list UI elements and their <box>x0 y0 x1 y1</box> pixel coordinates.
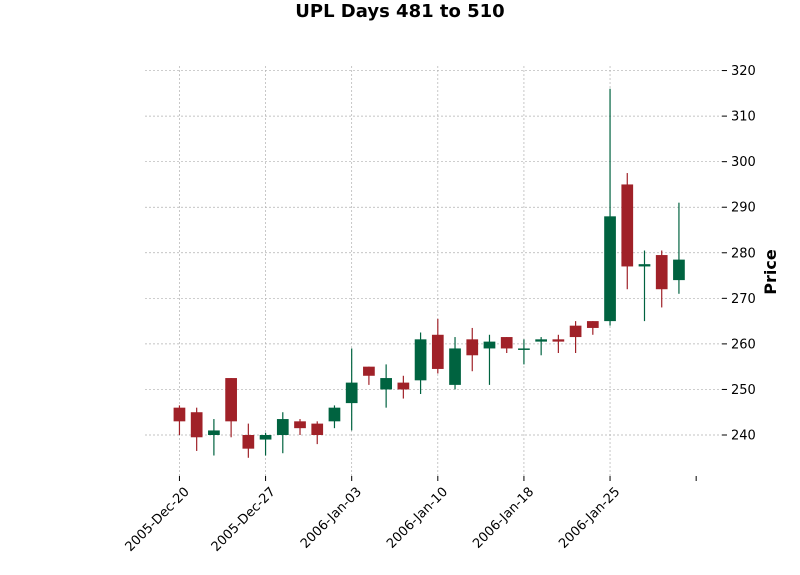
y-tick-label: 290 <box>731 201 756 216</box>
candle-body <box>259 435 272 440</box>
candle-down <box>242 423 255 458</box>
x-tick-label: 2005-Dec-20 <box>123 485 193 555</box>
x-axis: 2005-Dec-20 2005-Dec-27 2006-Jan-03 2006-Ja… <box>123 476 697 555</box>
candle-body <box>242 435 255 449</box>
candle-body <box>518 348 530 350</box>
candle-down <box>225 378 237 438</box>
candle-down <box>552 334 565 353</box>
candle-down <box>363 366 375 385</box>
candle-body <box>380 378 392 390</box>
candle-body <box>225 378 237 422</box>
candle-down <box>431 318 444 374</box>
candle-down <box>190 407 203 451</box>
candle-up <box>673 202 685 294</box>
candle-body <box>345 382 358 404</box>
candle-body <box>414 339 427 381</box>
candle-body <box>328 407 341 422</box>
candle-up <box>328 405 341 429</box>
candle-body <box>604 216 616 322</box>
x-tick-label: 2006-Jan-10 <box>384 485 451 552</box>
candle-down <box>311 421 324 445</box>
candle-body <box>294 421 306 429</box>
candle-up <box>208 419 220 456</box>
candle-body <box>552 339 565 342</box>
candle-body <box>586 321 599 328</box>
candle-up <box>535 337 548 356</box>
candle-up <box>414 332 427 394</box>
candle-down <box>586 321 599 335</box>
candle-down <box>294 419 306 435</box>
candle-body <box>466 339 479 356</box>
x-tick-label: 2006-Jan-18 <box>470 485 537 552</box>
candle-body <box>276 419 289 435</box>
x-tick-label: 2005-Dec-27 <box>209 485 279 555</box>
candle-body <box>621 184 634 267</box>
candle-down <box>655 250 668 308</box>
candle-body <box>500 337 513 349</box>
candle-up <box>638 250 651 322</box>
x-tick-label: 2006-Jan-03 <box>298 485 365 552</box>
candle-body <box>363 366 375 376</box>
chart-title: UPL Days 481 to 510 <box>295 1 504 22</box>
candle-up <box>276 412 289 454</box>
candle-down <box>173 405 186 435</box>
candle-up <box>345 348 358 431</box>
y-tick-label: 240 <box>731 429 756 444</box>
candle-up <box>380 364 392 408</box>
candle-up <box>604 88 616 326</box>
candle-up <box>518 339 530 365</box>
y-tick-label: 310 <box>731 110 756 125</box>
y-tick-label: 270 <box>731 292 756 307</box>
candle-body <box>449 348 461 385</box>
candle-body <box>569 325 582 338</box>
candle-body <box>208 430 220 435</box>
candle-down <box>466 327 479 372</box>
candle-body <box>173 407 186 422</box>
candle-body <box>655 255 668 290</box>
y-axis: 240 250 260 270 280 290 300 310 320 <box>722 64 756 444</box>
candle-down <box>569 321 582 353</box>
y-tick-label: 320 <box>731 64 756 79</box>
candle-body <box>483 341 496 349</box>
candle-up <box>483 334 496 385</box>
candle-up <box>449 337 461 390</box>
candle-down <box>621 173 634 290</box>
y-axis-label: Price <box>761 249 780 295</box>
candle-down <box>500 337 513 353</box>
candle-body <box>638 264 651 267</box>
candle-body <box>190 412 203 438</box>
y-tick-label: 260 <box>731 337 756 352</box>
candle-body <box>311 423 324 435</box>
y-tick-label: 250 <box>731 383 756 398</box>
grid-layer <box>145 66 722 476</box>
candle-body <box>673 259 685 281</box>
candle-body <box>431 334 444 369</box>
candle-up <box>259 432 272 456</box>
candle-layer <box>173 88 685 458</box>
x-tick-label: 2006-Jan-25 <box>556 485 623 552</box>
candle-down <box>397 375 410 399</box>
y-tick-label: 280 <box>731 246 756 261</box>
candle-body <box>535 339 548 342</box>
candle-body <box>397 382 410 390</box>
y-tick-label: 300 <box>731 155 756 170</box>
